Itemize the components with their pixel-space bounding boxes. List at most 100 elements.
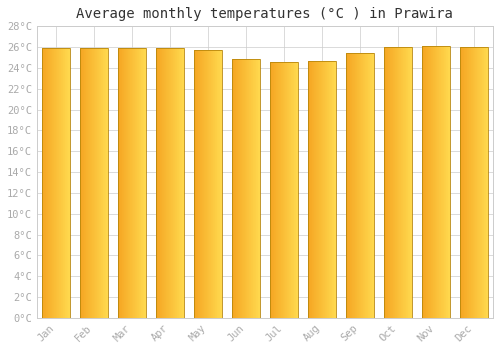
Bar xyxy=(180,48,181,318)
Bar xyxy=(348,53,349,318)
Bar xyxy=(96,48,98,318)
Bar xyxy=(331,61,332,318)
Bar xyxy=(429,46,430,318)
Bar xyxy=(428,46,429,318)
Bar xyxy=(178,48,179,318)
Bar xyxy=(466,47,467,318)
Bar xyxy=(93,48,94,318)
Bar xyxy=(84,48,85,318)
Bar xyxy=(324,61,326,318)
Bar xyxy=(366,53,367,318)
Bar xyxy=(314,61,315,318)
Bar xyxy=(179,48,180,318)
Bar xyxy=(393,47,394,318)
Bar xyxy=(346,53,374,318)
Bar xyxy=(200,50,201,318)
Bar xyxy=(310,61,311,318)
Bar xyxy=(352,53,353,318)
Bar xyxy=(290,62,291,318)
Bar xyxy=(370,53,371,318)
Bar xyxy=(238,58,239,318)
Bar xyxy=(474,47,476,318)
Bar xyxy=(434,46,436,318)
Bar xyxy=(168,48,169,318)
Bar xyxy=(232,58,233,318)
Bar xyxy=(373,53,374,318)
Bar xyxy=(322,61,324,318)
Bar xyxy=(329,61,330,318)
Bar xyxy=(165,48,166,318)
Bar xyxy=(156,48,157,318)
Bar xyxy=(445,46,446,318)
Bar xyxy=(55,48,56,318)
Bar xyxy=(365,53,366,318)
Bar xyxy=(234,58,235,318)
Bar xyxy=(355,53,356,318)
Bar xyxy=(472,47,474,318)
Bar xyxy=(235,58,236,318)
Bar xyxy=(311,61,312,318)
Bar xyxy=(296,62,297,318)
Bar xyxy=(119,48,120,318)
Bar xyxy=(126,48,127,318)
Bar xyxy=(364,53,365,318)
Bar xyxy=(272,62,273,318)
Bar xyxy=(50,48,51,318)
Bar xyxy=(422,46,423,318)
Bar xyxy=(436,46,438,318)
Bar xyxy=(463,47,464,318)
Bar xyxy=(48,48,49,318)
Bar xyxy=(82,48,83,318)
Bar xyxy=(252,58,253,318)
Bar xyxy=(384,47,411,318)
Bar xyxy=(487,47,488,318)
Bar xyxy=(480,47,481,318)
Bar xyxy=(130,48,131,318)
Bar xyxy=(240,58,241,318)
Bar xyxy=(182,48,183,318)
Bar xyxy=(204,50,205,318)
Bar xyxy=(350,53,351,318)
Bar xyxy=(330,61,331,318)
Bar xyxy=(288,62,289,318)
Bar xyxy=(121,48,122,318)
Bar xyxy=(326,61,327,318)
Bar xyxy=(47,48,48,318)
Bar xyxy=(100,48,102,318)
Bar xyxy=(107,48,108,318)
Bar xyxy=(371,53,372,318)
Bar xyxy=(202,50,203,318)
Bar xyxy=(42,48,43,318)
Bar xyxy=(320,61,322,318)
Bar xyxy=(270,62,271,318)
Bar xyxy=(403,47,404,318)
Bar xyxy=(94,48,95,318)
Bar xyxy=(411,47,412,318)
Bar xyxy=(427,46,428,318)
Bar xyxy=(106,48,107,318)
Bar xyxy=(275,62,276,318)
Bar xyxy=(54,48,55,318)
Bar xyxy=(477,47,478,318)
Bar xyxy=(464,47,465,318)
Bar xyxy=(66,48,67,318)
Bar xyxy=(142,48,143,318)
Bar xyxy=(388,47,389,318)
Bar xyxy=(308,61,336,318)
Bar xyxy=(332,61,333,318)
Bar xyxy=(45,48,46,318)
Bar xyxy=(328,61,329,318)
Bar xyxy=(356,53,358,318)
Bar xyxy=(315,61,316,318)
Bar xyxy=(346,53,347,318)
Bar xyxy=(271,62,272,318)
Bar xyxy=(125,48,126,318)
Bar xyxy=(402,47,403,318)
Bar xyxy=(158,48,159,318)
Bar xyxy=(476,47,477,318)
Bar xyxy=(195,50,196,318)
Bar xyxy=(396,47,398,318)
Bar xyxy=(62,48,64,318)
Bar xyxy=(385,47,386,318)
Bar xyxy=(485,47,486,318)
